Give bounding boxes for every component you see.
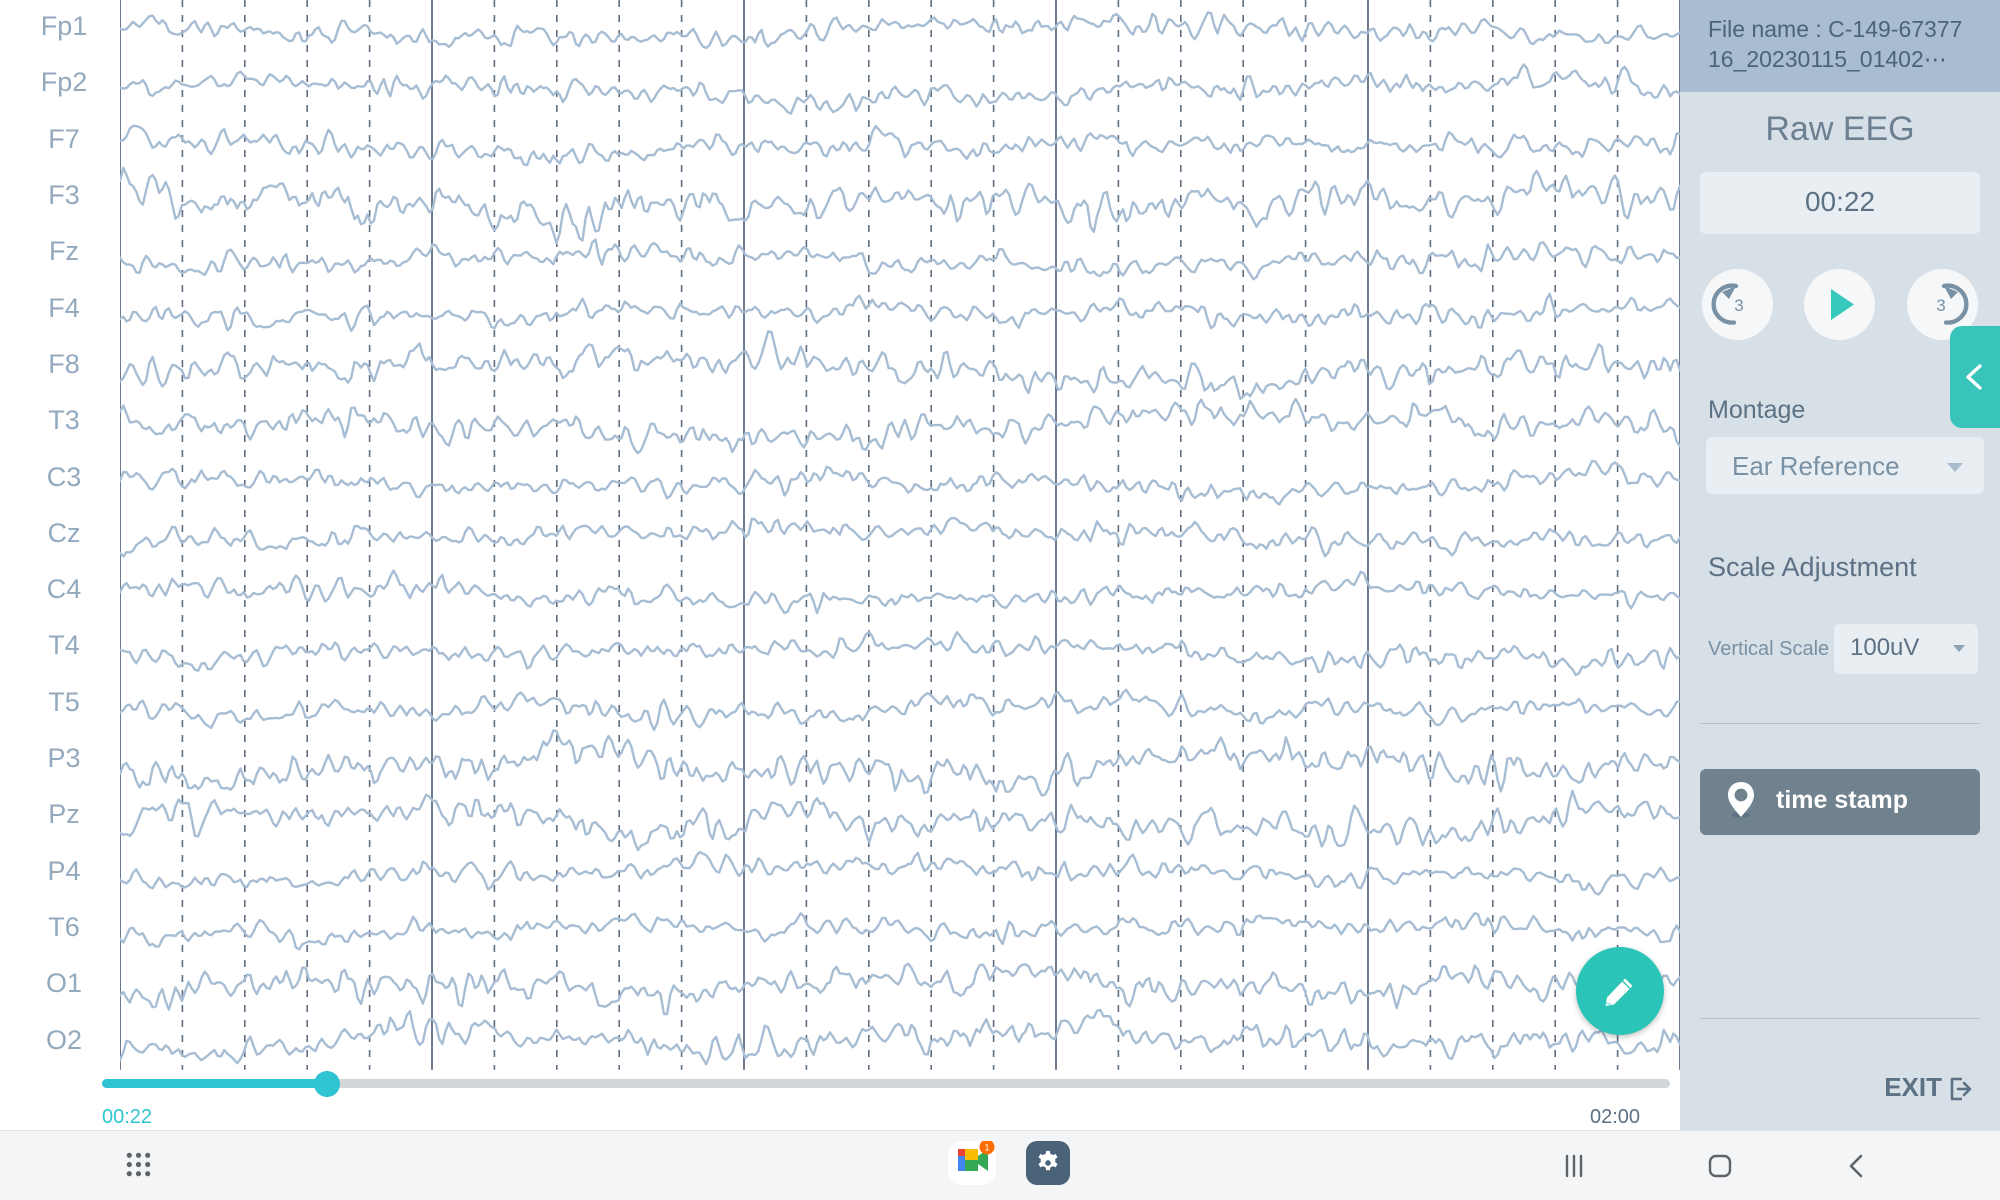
svg-text:1: 1 bbox=[984, 1143, 989, 1153]
svg-text:3: 3 bbox=[1734, 296, 1743, 315]
svg-text:3: 3 bbox=[1936, 296, 1945, 315]
